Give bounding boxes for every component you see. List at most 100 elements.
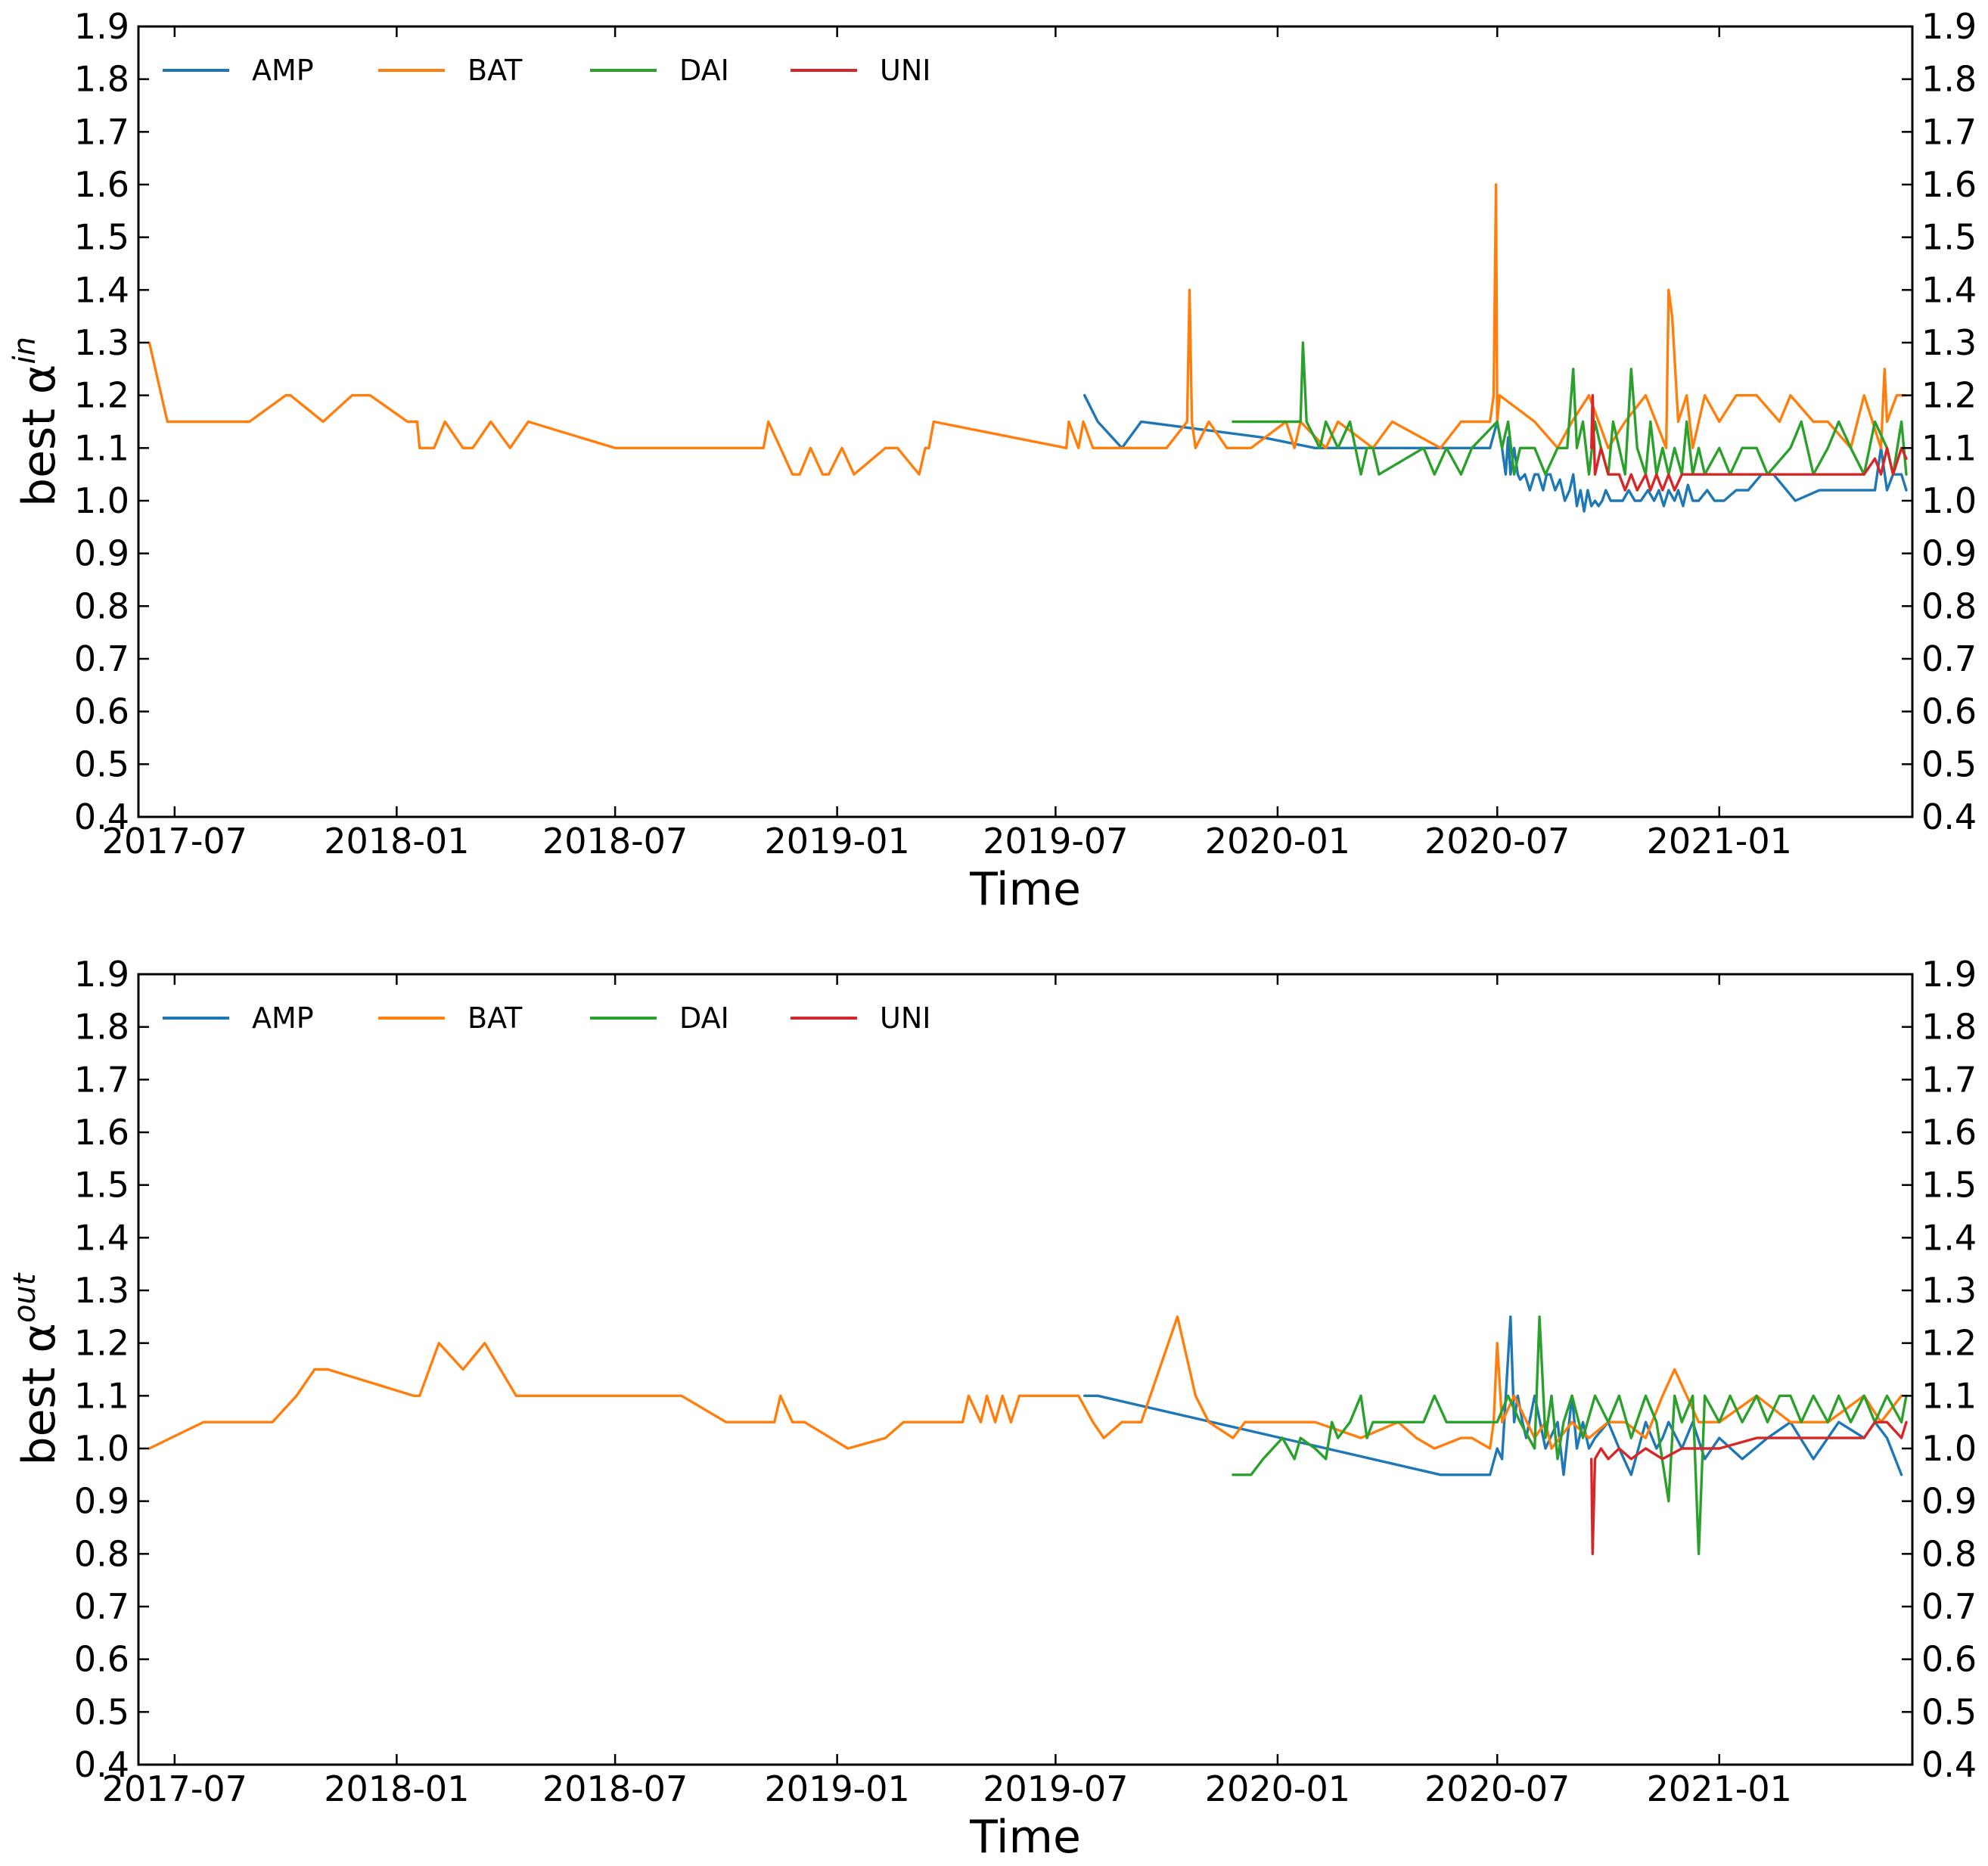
plot-frame [137, 25, 1914, 818]
y-tick-label-right: 1.6 [1921, 1112, 1977, 1153]
x-axis-title: Time [969, 1811, 1081, 1864]
series-line-amp [1083, 394, 1908, 513]
y-axis-title-superscript: in [8, 337, 42, 364]
x-tick-label: 2020-01 [1205, 1768, 1350, 1809]
y-tick-label-left: 0.6 [74, 1639, 129, 1680]
series-line-bat [148, 1315, 1903, 1450]
y-tick-label-right: 0.9 [1921, 1481, 1977, 1522]
y-tick-label-left: 1.2 [74, 1323, 129, 1364]
y-tick-label-left: 0.5 [74, 1691, 129, 1732]
series-lines [148, 183, 1908, 513]
x-tick-label: 2018-01 [324, 821, 469, 862]
y-tick-label-right: 0.8 [1921, 585, 1977, 626]
y-tick-label-right: 0.4 [1921, 1744, 1977, 1785]
y-tick-label-right: 1.1 [1921, 1375, 1977, 1416]
y-tick-label-left: 1.5 [74, 217, 129, 258]
legend-label-uni: UNI [880, 54, 930, 87]
x-tick-label: 2021-01 [1647, 1768, 1792, 1809]
x-tick-label: 2021-01 [1647, 821, 1792, 862]
y-tick-label-left: 1.3 [74, 1270, 129, 1311]
x-tick-label: 2019-01 [765, 821, 910, 862]
series-line-dai [1232, 341, 1908, 476]
y-tick-label-right: 0.5 [1921, 744, 1977, 784]
y-axis-title-base: best α [13, 1323, 66, 1465]
x-tick-label: 2020-01 [1205, 821, 1350, 862]
y-axis-title: best αin [8, 337, 66, 507]
y-tick-label-left: 0.7 [74, 638, 129, 679]
y-tick-label-right: 0.8 [1921, 1533, 1977, 1574]
y-tick-label-left: 0.8 [74, 585, 129, 626]
y-tick-label-right: 1.9 [1921, 954, 1977, 995]
x-tick-label: 2018-07 [542, 1768, 688, 1809]
y-tick-label-right: 1.0 [1921, 1428, 1977, 1469]
y-tick-label-right: 0.6 [1921, 691, 1977, 732]
x-tick-label: 2018-01 [324, 1768, 469, 1809]
y-tick-label-left: 1.8 [74, 1007, 129, 1048]
legend: AMP BAT DAI UNI [163, 1001, 930, 1035]
y-tick-label-right: 0.4 [1921, 796, 1977, 837]
y-tick-label-right: 1.5 [1921, 1165, 1977, 1206]
y-tick-label-left: 0.6 [74, 691, 129, 732]
x-tick-label: 2020-07 [1424, 1768, 1570, 1809]
y-axis-title: best αout [8, 1272, 66, 1465]
y-tick-label-right: 0.9 [1921, 533, 1977, 574]
legend-label-dai: DAI [679, 1001, 729, 1035]
y-tick-label-left: 1.3 [74, 322, 129, 363]
y-tick-label-right: 1.8 [1921, 59, 1977, 100]
y-tick-label-left: 0.4 [74, 796, 129, 837]
series-lines [148, 1315, 1908, 1556]
y-tick-label-left: 1.4 [74, 1217, 129, 1258]
y-axis-title-base: best α [13, 365, 66, 507]
y-tick-label-left: 1.9 [74, 6, 129, 47]
y-tick-label-right: 1.8 [1921, 1007, 1977, 1048]
y-tick-label-left: 1.5 [74, 1165, 129, 1206]
y-tick-label-left: 0.7 [74, 1586, 129, 1627]
y-tick-label-left: 1.7 [74, 111, 129, 152]
x-tick-label: 2019-07 [983, 1768, 1128, 1809]
legend-label-bat: BAT [467, 1001, 523, 1035]
x-tick-label: 2017-07 [102, 1768, 247, 1809]
y-tick-label-left: 0.8 [74, 1533, 129, 1574]
x-tick-label: 2019-07 [983, 821, 1128, 862]
y-tick-label-right: 1.6 [1921, 164, 1977, 205]
y-axis-title-superscript: out [8, 1272, 42, 1323]
x-tick-label: 2020-07 [1424, 821, 1570, 862]
y-tick-label-right: 1.4 [1921, 1217, 1977, 1258]
legend-label-bat: BAT [467, 54, 523, 87]
y-tick-label-right: 1.5 [1921, 217, 1977, 258]
y-tick-label-right: 1.4 [1921, 269, 1977, 310]
y-tick-label-left: 1.7 [74, 1059, 129, 1100]
y-tick-label-left: 1.6 [74, 1112, 129, 1153]
y-tick-label-left: 0.4 [74, 1744, 129, 1785]
series-line-dai [1232, 1315, 1908, 1556]
y-tick-label-right: 1.9 [1921, 6, 1977, 47]
series-line-uni [1589, 394, 1908, 492]
y-tick-label-right: 0.7 [1921, 1586, 1977, 1627]
y-tick-label-right: 1.0 [1921, 480, 1977, 521]
y-tick-label-right: 0.6 [1921, 1639, 1977, 1680]
x-tick-label: 2019-01 [765, 1768, 910, 1809]
x-axis-title: Time [969, 863, 1081, 916]
y-tick-label-right: 1.2 [1921, 375, 1977, 416]
y-tick-label-left: 0.5 [74, 744, 129, 784]
series-line-bat [148, 183, 1908, 476]
y-tick-label-left: 1.9 [74, 954, 129, 995]
y-tick-label-left: 1.0 [74, 1428, 129, 1469]
y-tick-label-left: 1.0 [74, 480, 129, 521]
plot-frame [137, 973, 1914, 1766]
series-line-uni [1589, 1420, 1908, 1556]
y-tick-label-left: 1.1 [74, 1375, 129, 1416]
y-tick-label-right: 1.7 [1921, 1059, 1977, 1100]
legend-label-uni: UNI [880, 1001, 930, 1035]
y-tick-label-left: 1.8 [74, 59, 129, 100]
y-tick-label-right: 1.2 [1921, 1323, 1977, 1364]
y-tick-label-right: 1.3 [1921, 1270, 1977, 1311]
series-line-amp [1083, 1315, 1903, 1476]
legend: AMP BAT DAI UNI [163, 54, 930, 87]
y-tick-label-left: 0.9 [74, 1481, 129, 1522]
y-tick-label-right: 1.7 [1921, 111, 1977, 152]
y-tick-label-left: 1.6 [74, 164, 129, 205]
y-tick-label-right: 0.7 [1921, 638, 1977, 679]
y-tick-label-right: 1.1 [1921, 427, 1977, 468]
